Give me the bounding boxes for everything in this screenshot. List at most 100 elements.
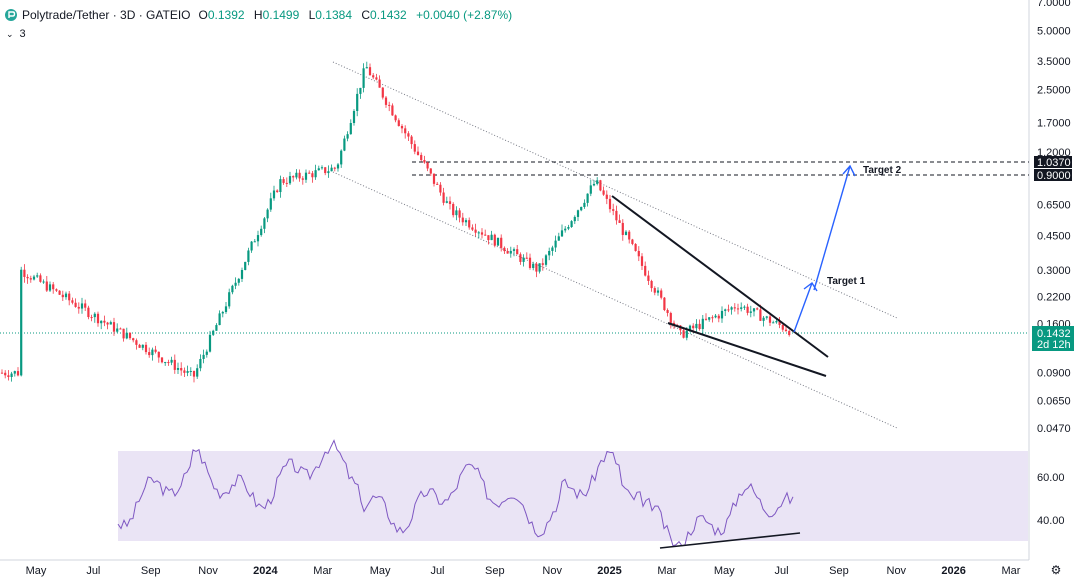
candle-body <box>730 307 733 310</box>
candle-body <box>455 210 458 216</box>
candle-body <box>714 315 717 318</box>
candle-body <box>250 241 253 251</box>
candle-body <box>560 230 564 237</box>
candle-body <box>506 251 509 254</box>
candle-body <box>778 321 781 325</box>
candle-body <box>186 371 189 373</box>
indicators-toggle[interactable]: ⌄ 3 <box>6 28 26 40</box>
candle-body <box>356 93 359 111</box>
candle-body <box>68 293 71 301</box>
candle-body <box>429 168 432 174</box>
time-tick-label: May <box>714 565 735 577</box>
candle-body <box>541 263 544 265</box>
candle-body <box>416 151 420 155</box>
candle-body <box>788 331 791 335</box>
candle-body <box>775 321 778 323</box>
target-2-label: Target 2 <box>863 165 902 176</box>
candle-body <box>36 275 39 277</box>
candle-body <box>154 349 157 352</box>
candle-body <box>448 201 452 204</box>
candle-body <box>285 182 288 184</box>
candle-body <box>292 176 295 178</box>
candle-body <box>583 202 586 207</box>
time-tick-label: 2026 <box>941 565 965 577</box>
candle-body <box>653 288 656 293</box>
candle-body <box>394 115 397 121</box>
candle-body <box>304 172 308 180</box>
candle-body <box>762 317 765 321</box>
candle-body <box>589 185 592 194</box>
candle-body <box>39 275 42 282</box>
candle-body <box>570 221 573 228</box>
price-label-09: 0.9000 <box>1034 169 1072 182</box>
candle-body <box>324 167 327 174</box>
rsi-tick-label: 40.00 <box>1037 515 1065 527</box>
candle-body <box>375 77 378 80</box>
candle-body <box>301 178 304 180</box>
candle-body <box>522 257 525 262</box>
candle-body <box>244 261 247 270</box>
candle-body <box>96 313 100 324</box>
candle-body <box>221 312 224 314</box>
candle-body <box>71 300 74 303</box>
last-price-label: 0.1432 2d 12h <box>1032 326 1074 351</box>
candle-body <box>388 104 391 106</box>
settings-gear-icon[interactable]: ⚙ <box>1050 563 1062 577</box>
candle-body <box>538 263 541 272</box>
candle-body <box>688 325 692 331</box>
candle-body <box>218 313 221 326</box>
rsi-divergence-line <box>659 532 801 549</box>
candle-body <box>180 368 183 371</box>
candle-body <box>452 203 455 216</box>
time-tick-label: May <box>26 565 47 577</box>
candle-body <box>269 198 272 210</box>
candle-body <box>701 318 704 330</box>
candle-body <box>464 220 468 223</box>
price-tick-label: 0.6500 <box>1037 199 1071 211</box>
ohlc-values: O0.1392 H0.1499 L0.1384 C0.1432 +0.0040 … <box>198 8 513 22</box>
time-tick-label: Sep <box>485 565 505 577</box>
candle-body <box>400 126 404 129</box>
candle-body <box>580 206 583 211</box>
price-label-1037: 1.0370 <box>1034 156 1072 169</box>
candle-body <box>628 231 631 240</box>
candle-body <box>138 344 141 348</box>
candle-body <box>52 284 55 290</box>
candle-body <box>77 306 80 309</box>
candle-body <box>330 167 333 172</box>
candle-body <box>189 370 192 372</box>
candle-body <box>10 373 13 377</box>
candlestick-series <box>0 61 791 383</box>
target-1-arrowhead <box>803 281 818 292</box>
target-2-arrow <box>813 165 851 291</box>
candle-body <box>295 172 298 178</box>
candle-body <box>160 357 164 363</box>
channel-upper <box>332 61 898 319</box>
candle-body <box>647 275 650 281</box>
time-tick-label: Mar <box>657 565 676 577</box>
candle-body <box>100 320 103 324</box>
candle-body <box>61 294 64 298</box>
time-tick-label: Jul <box>775 565 789 577</box>
candle-body <box>58 290 61 295</box>
candle-body <box>234 282 237 286</box>
price-axis: 7.00005.00003.50002.50001.70001.20000.65… <box>1037 0 1071 435</box>
candle-body <box>87 307 90 318</box>
rsi-band <box>118 451 1028 541</box>
candle-body <box>42 281 45 283</box>
candle-body <box>765 316 768 318</box>
candle-body <box>196 368 199 377</box>
time-tick-label: May <box>370 565 391 577</box>
candle-body <box>644 265 647 276</box>
chevron-down-icon: ⌄ <box>6 28 14 39</box>
candle-body <box>336 164 340 169</box>
candle-body <box>535 263 538 272</box>
candle-body <box>74 302 77 307</box>
symbol-title[interactable]: Polytrade/Tether · 3D · GATEIO <box>22 8 191 22</box>
candle-body <box>80 303 84 309</box>
candle-body <box>23 269 26 277</box>
price-tick-label: 3.5000 <box>1037 56 1071 68</box>
rsi-axis: 60.00 40.00 <box>1037 472 1065 527</box>
candle-body <box>26 276 29 279</box>
